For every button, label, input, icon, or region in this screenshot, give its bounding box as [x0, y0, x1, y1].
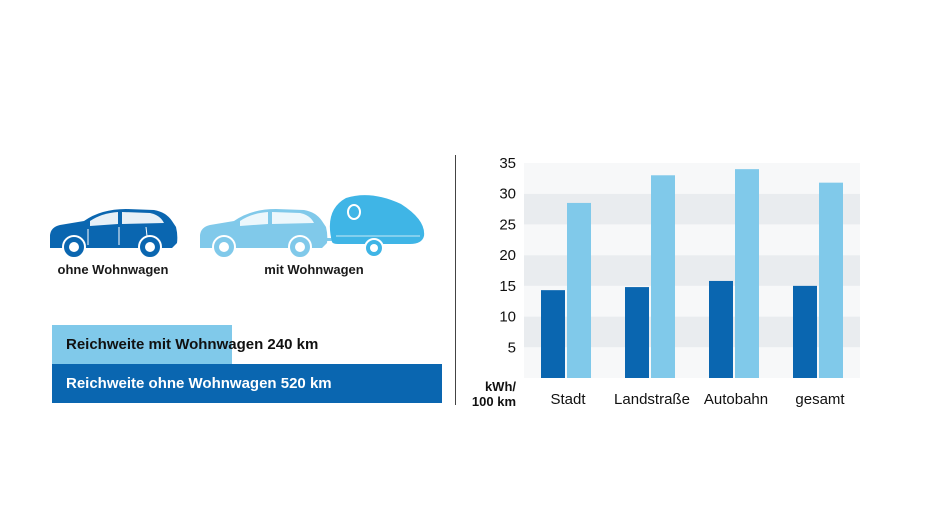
section-divider — [455, 155, 456, 405]
bar-mit-0 — [567, 202, 591, 378]
grid-band — [524, 163, 860, 194]
range-bar-without-trailer: Reichweite ohne Wohnwagen 520 km — [52, 364, 442, 403]
range-with-trailer-label: Reichweite mit Wohnwagen 240 km — [66, 336, 319, 353]
bar-mit-3 — [819, 182, 843, 378]
x-category-label: gesamt — [795, 391, 845, 408]
consumption-bar-chart: 5 10 15 20 25 30 35 Stadt Landstraße Autobahn ges… — [472, 155, 860, 409]
y-tick-label: 25 — [499, 216, 516, 233]
y-tick-label: 30 — [499, 186, 516, 203]
y-tick-label: 15 — [499, 278, 516, 295]
bar-ohne-1 — [625, 287, 649, 378]
bar-mit-2 — [735, 169, 759, 378]
y-unit-label-line2: 100 km — [472, 394, 516, 409]
range-bar-with-trailer: Reichweite mit Wohnwagen 240 km — [52, 325, 318, 364]
bar-ohne-2 — [709, 280, 733, 378]
y-unit-label-line1: kWh/ — [485, 379, 516, 394]
car-with-trailer-icon — [196, 190, 428, 260]
x-category-label: Landstraße — [614, 391, 690, 408]
bar-mit-1 — [651, 175, 675, 378]
y-tick-label: 10 — [499, 309, 516, 326]
range-without-trailer-label: Reichweite ohne Wohnwagen 520 km — [66, 375, 332, 392]
bar-ohne-3 — [793, 285, 817, 378]
y-tick-label: 20 — [499, 247, 516, 264]
y-tick-label: 35 — [499, 155, 516, 172]
x-category-label: Autobahn — [704, 391, 768, 408]
bar-ohne-0 — [541, 290, 565, 378]
x-category-label: Stadt — [550, 391, 586, 408]
car-without-trailer-label: ohne Wohnwagen — [57, 262, 169, 277]
y-tick-label: 5 — [508, 339, 516, 356]
car-without-trailer-icon — [46, 205, 181, 260]
car-with-trailer-label: mit Wohnwagen — [264, 262, 364, 277]
